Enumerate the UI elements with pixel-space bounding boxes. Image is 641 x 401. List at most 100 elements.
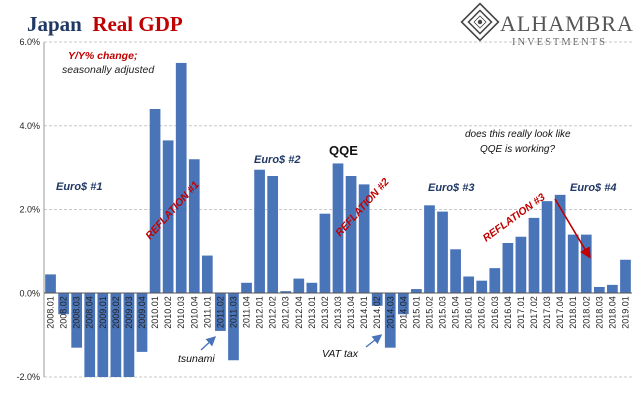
bar-2016.03	[489, 268, 501, 294]
note-yy-change: Y/Y% change;	[68, 50, 137, 62]
annotation-euro-3: Euro$ #3	[428, 182, 474, 194]
euro4-red-arrow-icon	[554, 198, 591, 259]
bar-2015.04	[450, 249, 461, 294]
x-tick-label: 2011.03	[228, 296, 238, 328]
x-tick-label: 2015.02	[424, 296, 434, 329]
x-tick-label: 2012.01	[255, 296, 265, 329]
x-tick-label: 2012.04	[294, 296, 304, 329]
annotation-vat-tax: VAT tax	[322, 348, 359, 360]
bar-2016.04	[502, 243, 514, 294]
x-tick-label: 2009.03	[124, 296, 134, 329]
tsunami-arrow-icon	[200, 336, 217, 351]
x-tick-label: 2018.01	[568, 296, 578, 329]
bar-2012.01	[254, 169, 265, 294]
bar-2008.02	[58, 293, 69, 315]
bar-2012.02	[267, 176, 279, 294]
bar-2012.03	[280, 291, 292, 294]
bar-2016.02	[476, 280, 488, 294]
note-seasonally-adjusted: seasonally adjusted	[62, 64, 155, 76]
x-tick-label: 2015.01	[411, 296, 421, 329]
bar-2009.02	[110, 293, 122, 377]
bar-2013.01	[306, 282, 318, 294]
bar-2008.03	[71, 293, 83, 348]
x-tick-label: 2018.04	[607, 296, 617, 329]
bar-2018.03	[593, 286, 605, 294]
y-tick-label: 0.0%	[19, 288, 40, 298]
x-tick-label: 2011.01	[202, 296, 212, 328]
x-tick-label: 2010.02	[163, 296, 173, 329]
x-tick-label: 2013.04	[346, 296, 356, 329]
bar-2013.04	[345, 176, 357, 294]
alhambra-logo: ALHAMBRA INVESTMENTS	[460, 2, 634, 48]
x-tick-label: 2016.02	[477, 296, 487, 329]
logo-subtitle: INVESTMENTS	[512, 37, 607, 48]
bar-2011.03	[228, 293, 239, 361]
bar-2017.02	[528, 217, 540, 294]
x-tick-label: 2012.03	[281, 296, 291, 329]
bar-2012.04	[293, 278, 305, 294]
bar-2010.04	[188, 159, 200, 294]
bar-2011.04	[241, 282, 252, 294]
x-tick-label: 2017.03	[542, 296, 552, 329]
x-tick-label: 2014.03	[385, 296, 395, 329]
x-tick-label: 2010.01	[150, 296, 160, 329]
bar-2011.02	[215, 293, 226, 331]
bar-2019.01	[620, 259, 631, 294]
x-tick-label: 2010.04	[189, 296, 199, 329]
bar-2010.01	[149, 109, 161, 294]
annotation-euro-2: Euro$ #2	[254, 154, 300, 166]
bar-2009.04	[136, 293, 148, 352]
x-tick-label: 2017.02	[529, 296, 539, 329]
x-tick-label: 2019.01	[620, 296, 630, 329]
annotation-qqe: QQE	[329, 143, 358, 158]
bar-2009.03	[123, 293, 135, 377]
gridlines	[44, 41, 632, 378]
vat-arrow-icon	[365, 334, 383, 348]
x-tick-label: 2008.01	[46, 296, 56, 329]
annotation-tsunami: tsunami	[178, 353, 215, 365]
bar-2018.01	[567, 234, 579, 294]
x-tick-label: 2018.02	[581, 296, 591, 329]
logo-name: ALHAMBRA	[500, 11, 634, 36]
bar-2013.02	[319, 213, 331, 294]
logo-emblem-icon	[460, 2, 500, 42]
x-tick-label: 2008.04	[85, 296, 95, 329]
y-tick-label: 2.0%	[19, 205, 40, 215]
x-tick-label: 2014.01	[359, 296, 369, 329]
x-tick-label: 2012.02	[268, 296, 278, 329]
bar-2015.01	[411, 289, 422, 294]
x-tick-label: 2009.02	[111, 296, 121, 329]
bar-2017.01	[515, 236, 527, 294]
x-tick-label: 2018.03	[594, 296, 604, 329]
bar-2015.03	[437, 211, 448, 294]
x-tick-label: 2013.01	[307, 296, 317, 329]
x-tick-label: 2008.02	[59, 296, 69, 329]
x-tick-label: 2013.02	[320, 296, 330, 329]
annotation-euro-4: Euro$ #4	[570, 182, 616, 194]
bar-2011.01	[201, 255, 213, 294]
x-tick-label: 2014.04	[398, 296, 408, 329]
bars	[45, 62, 631, 377]
x-tick-label: 2009.04	[137, 296, 147, 329]
title-part-real-gdp: Real GDP	[92, 12, 183, 36]
bar-2014.01	[358, 184, 370, 294]
bar-2017.03	[541, 201, 553, 294]
svg-text:Japan Real GDP: Japan Real GDP	[27, 12, 183, 36]
x-tick-label: 2016.03	[490, 296, 500, 329]
x-tick-label: 2011.02	[215, 296, 225, 328]
bar-2009.01	[97, 293, 109, 377]
y-tick-label: 4.0%	[19, 121, 40, 131]
bar-2015.02	[424, 205, 435, 294]
title-part-japan: Japan	[27, 12, 82, 36]
bar-2010.02	[162, 140, 174, 294]
x-tick-label: 2017.04	[555, 296, 565, 329]
x-tick-label: 2017.01	[516, 296, 526, 329]
bar-2016.01	[463, 276, 475, 294]
x-tick-labels: 2008.01 2008.02 2008.03 2008.04 2009.01 2009.…	[46, 296, 631, 329]
annotation-question-line-2: QQE is working?	[480, 144, 555, 155]
y-tick-label: -2.0%	[16, 372, 40, 382]
x-tick-label: 2016.01	[464, 296, 474, 329]
x-tick-label: 2015.04	[451, 296, 461, 329]
x-tick-label: 2009.01	[98, 296, 108, 329]
